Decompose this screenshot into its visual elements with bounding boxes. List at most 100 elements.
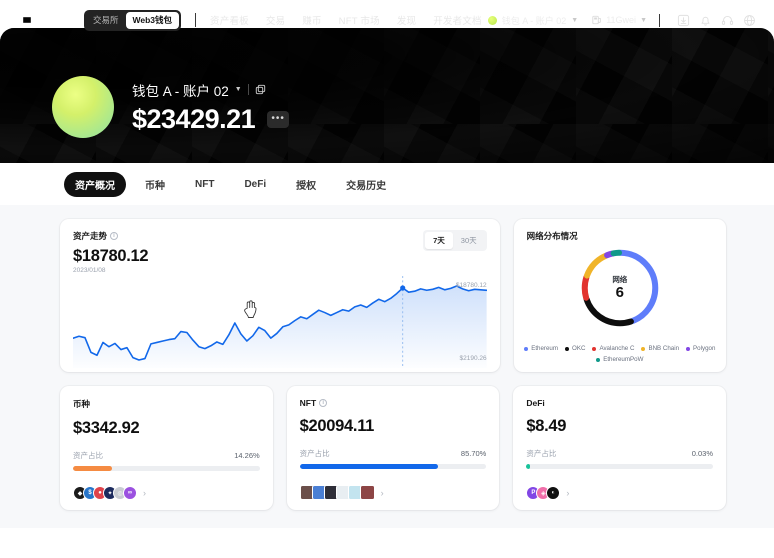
nft-thumb-6 xyxy=(359,485,375,500)
legend-label: Polygon xyxy=(693,345,716,352)
stat-card-title-row: 币种 xyxy=(73,398,260,410)
stat-card-icon-row[interactable]: P ◈ ◐ › xyxy=(526,486,569,500)
tab-history[interactable]: 交易历史 xyxy=(346,180,387,192)
stat-card-nft: NFT i $20094.11 资产占比 85.70% › xyxy=(286,386,500,510)
range-30d[interactable]: 30天 xyxy=(460,236,477,245)
tab-nft[interactable]: NFT xyxy=(195,178,215,190)
stat-card-icon-row[interactable]: › xyxy=(299,485,384,500)
tab-tokens[interactable]: 币种 xyxy=(145,180,165,192)
gas-icon xyxy=(592,15,601,25)
asset-trend-chart[interactable]: $18780.12 $2190.26 xyxy=(73,276,487,368)
legend-label: Avalanche C xyxy=(599,345,635,352)
donut-segment-avalanche-c[interactable] xyxy=(581,249,659,327)
legend-dot xyxy=(565,346,570,351)
stat-card-icon-group xyxy=(299,485,375,500)
legend-label: EthereumPoW xyxy=(603,356,644,363)
legend-dot xyxy=(686,346,691,351)
legend-item-ethereum: Ethereum xyxy=(524,345,558,352)
globe-icon[interactable] xyxy=(738,9,760,31)
chevron-right-icon[interactable]: › xyxy=(380,487,384,498)
donut-segment-ethereumpow[interactable] xyxy=(581,249,659,327)
network-legend: Ethereum OKC Avalanche C BNB Chain Polygon Et… xyxy=(522,345,718,363)
asset-trend-title-row: 资产走势 i xyxy=(73,230,487,242)
asset-trend-amount: $18780.12 xyxy=(73,247,149,265)
nav-divider xyxy=(195,13,197,27)
stat-card-title: 币种 xyxy=(73,399,91,409)
stat-card-progress-bar xyxy=(73,466,260,471)
account-details: 钱包 A - 账户 02 ▼ $23429.21 ••• xyxy=(132,80,290,135)
tab-overview[interactable]: 资产概况 xyxy=(64,171,126,197)
chevron-down-icon-gas: ▼ xyxy=(640,16,647,24)
legend-dot xyxy=(524,346,529,351)
donut-svg xyxy=(581,249,659,327)
content-row-top: 资产走势 i $18780.12 2023/01/08 7天 30天 xyxy=(60,219,726,372)
wallet-selector[interactable]: 钱包 A - 账户 02 ▼ xyxy=(487,14,578,27)
stat-card-icon-group: P ◈ ◐ xyxy=(526,486,561,500)
network-distribution-card: 网络分布情况 网络 6 Ethereum OKC Avalanche C BNB Ch… xyxy=(513,219,726,372)
stat-card-ratio-label: 资产占比 xyxy=(526,449,557,458)
bell-icon[interactable] xyxy=(694,9,716,31)
asset-trend-title: 资产走势 xyxy=(73,231,108,241)
stat-card-title: DeFi xyxy=(526,398,545,408)
segment-web3-wallet[interactable]: Web3钱包 xyxy=(125,11,180,29)
copy-icon[interactable] xyxy=(255,84,266,95)
legend-dot xyxy=(641,346,646,351)
donut-center: 网络 6 xyxy=(577,245,663,331)
chevron-down-icon-account[interactable]: ▼ xyxy=(234,86,242,93)
nav-divider-2 xyxy=(659,13,660,27)
nav-link-nft-market[interactable]: NFT 市场 xyxy=(338,16,380,27)
purple-token-icon: ∞ xyxy=(123,486,137,500)
nav-link-assets[interactable]: 资产看板 xyxy=(210,16,249,27)
legend-dot xyxy=(596,357,601,362)
asset-trend-card: 资产走势 i $18780.12 2023/01/08 7天 30天 xyxy=(60,219,500,372)
stat-card-ratio-row: 资产占比 0.03% xyxy=(526,448,713,459)
stat-card-progress-fill xyxy=(299,464,438,469)
stat-card-ratio-label: 资产占比 xyxy=(73,451,103,460)
okx-logo[interactable] xyxy=(20,13,68,27)
donut-segment-okc[interactable] xyxy=(581,249,659,327)
stat-card-icon-group: ◆ $ ● ✦ ◎ ∞ xyxy=(73,486,137,500)
stat-card-icon-row[interactable]: ◆ $ ● ✦ ◎ ∞ › xyxy=(73,486,146,500)
legend-item-ethereumpow: EthereumPoW xyxy=(596,356,643,363)
mouse-cursor xyxy=(243,300,258,324)
stat-card-title-row: DeFi xyxy=(526,398,713,408)
chevron-right-icon[interactable]: › xyxy=(566,488,570,498)
tab-approvals[interactable]: 授权 xyxy=(296,180,317,192)
donut-wrapper: 网络 6 xyxy=(514,245,726,331)
account-divider xyxy=(247,84,249,95)
more-options-button[interactable]: ••• xyxy=(267,110,290,128)
chevron-right-icon[interactable]: › xyxy=(143,488,146,498)
legend-label: OKC xyxy=(572,345,586,352)
download-icon[interactable] xyxy=(672,9,694,31)
avatar xyxy=(52,76,114,138)
tab-defi[interactable]: DeFi xyxy=(244,178,267,190)
account-name-row[interactable]: 钱包 A - 账户 02 ▼ xyxy=(132,80,289,100)
legend-item-bnb-chain: BNB Chain xyxy=(641,345,679,352)
range-7d[interactable]: 7天 xyxy=(425,232,453,249)
nav-link-discover[interactable]: 发现 xyxy=(396,16,417,27)
legend-label: BNB Chain xyxy=(648,345,680,352)
account-balance: $23429.21 xyxy=(132,103,256,134)
gas-price-indicator[interactable]: 11Gwei ▼ xyxy=(592,15,647,25)
segment-exchange[interactable]: 交易所 xyxy=(93,14,119,25)
info-icon[interactable]: i xyxy=(319,399,328,407)
nav-link-developer-docs[interactable]: 开发者文档 xyxy=(433,16,482,27)
legend-dot xyxy=(592,346,597,351)
nav-links: 资产看板 交易 赚币 NFT 市场 发现 开发者文档 xyxy=(210,13,482,27)
trend-marker-dot xyxy=(400,285,406,291)
headset-icon[interactable] xyxy=(716,9,738,31)
gas-price-label: 11Gwei xyxy=(606,15,637,25)
donut-center-value: 6 xyxy=(615,284,624,302)
stat-card-title: NFT xyxy=(299,398,317,408)
stat-card-amount: $3342.92 xyxy=(73,419,140,437)
hero-vignette xyxy=(0,28,774,163)
nav-link-earn[interactable]: 赚币 xyxy=(302,16,322,27)
stat-card-ratio-label: 资产占比 xyxy=(299,449,330,458)
stat-card-progress-fill xyxy=(526,464,531,469)
product-switcher: 交易所 Web3钱包 xyxy=(84,9,182,31)
top-navigation-bar: 交易所 Web3钱包 资产看板 交易 赚币 NFT 市场 发现 开发者文档 钱包… xyxy=(0,0,774,40)
legend-label: Ethereum xyxy=(531,345,559,352)
account-name: 钱包 A - 账户 02 xyxy=(132,83,229,99)
nav-link-trade[interactable]: 交易 xyxy=(265,16,286,27)
info-icon[interactable]: i xyxy=(110,232,119,240)
